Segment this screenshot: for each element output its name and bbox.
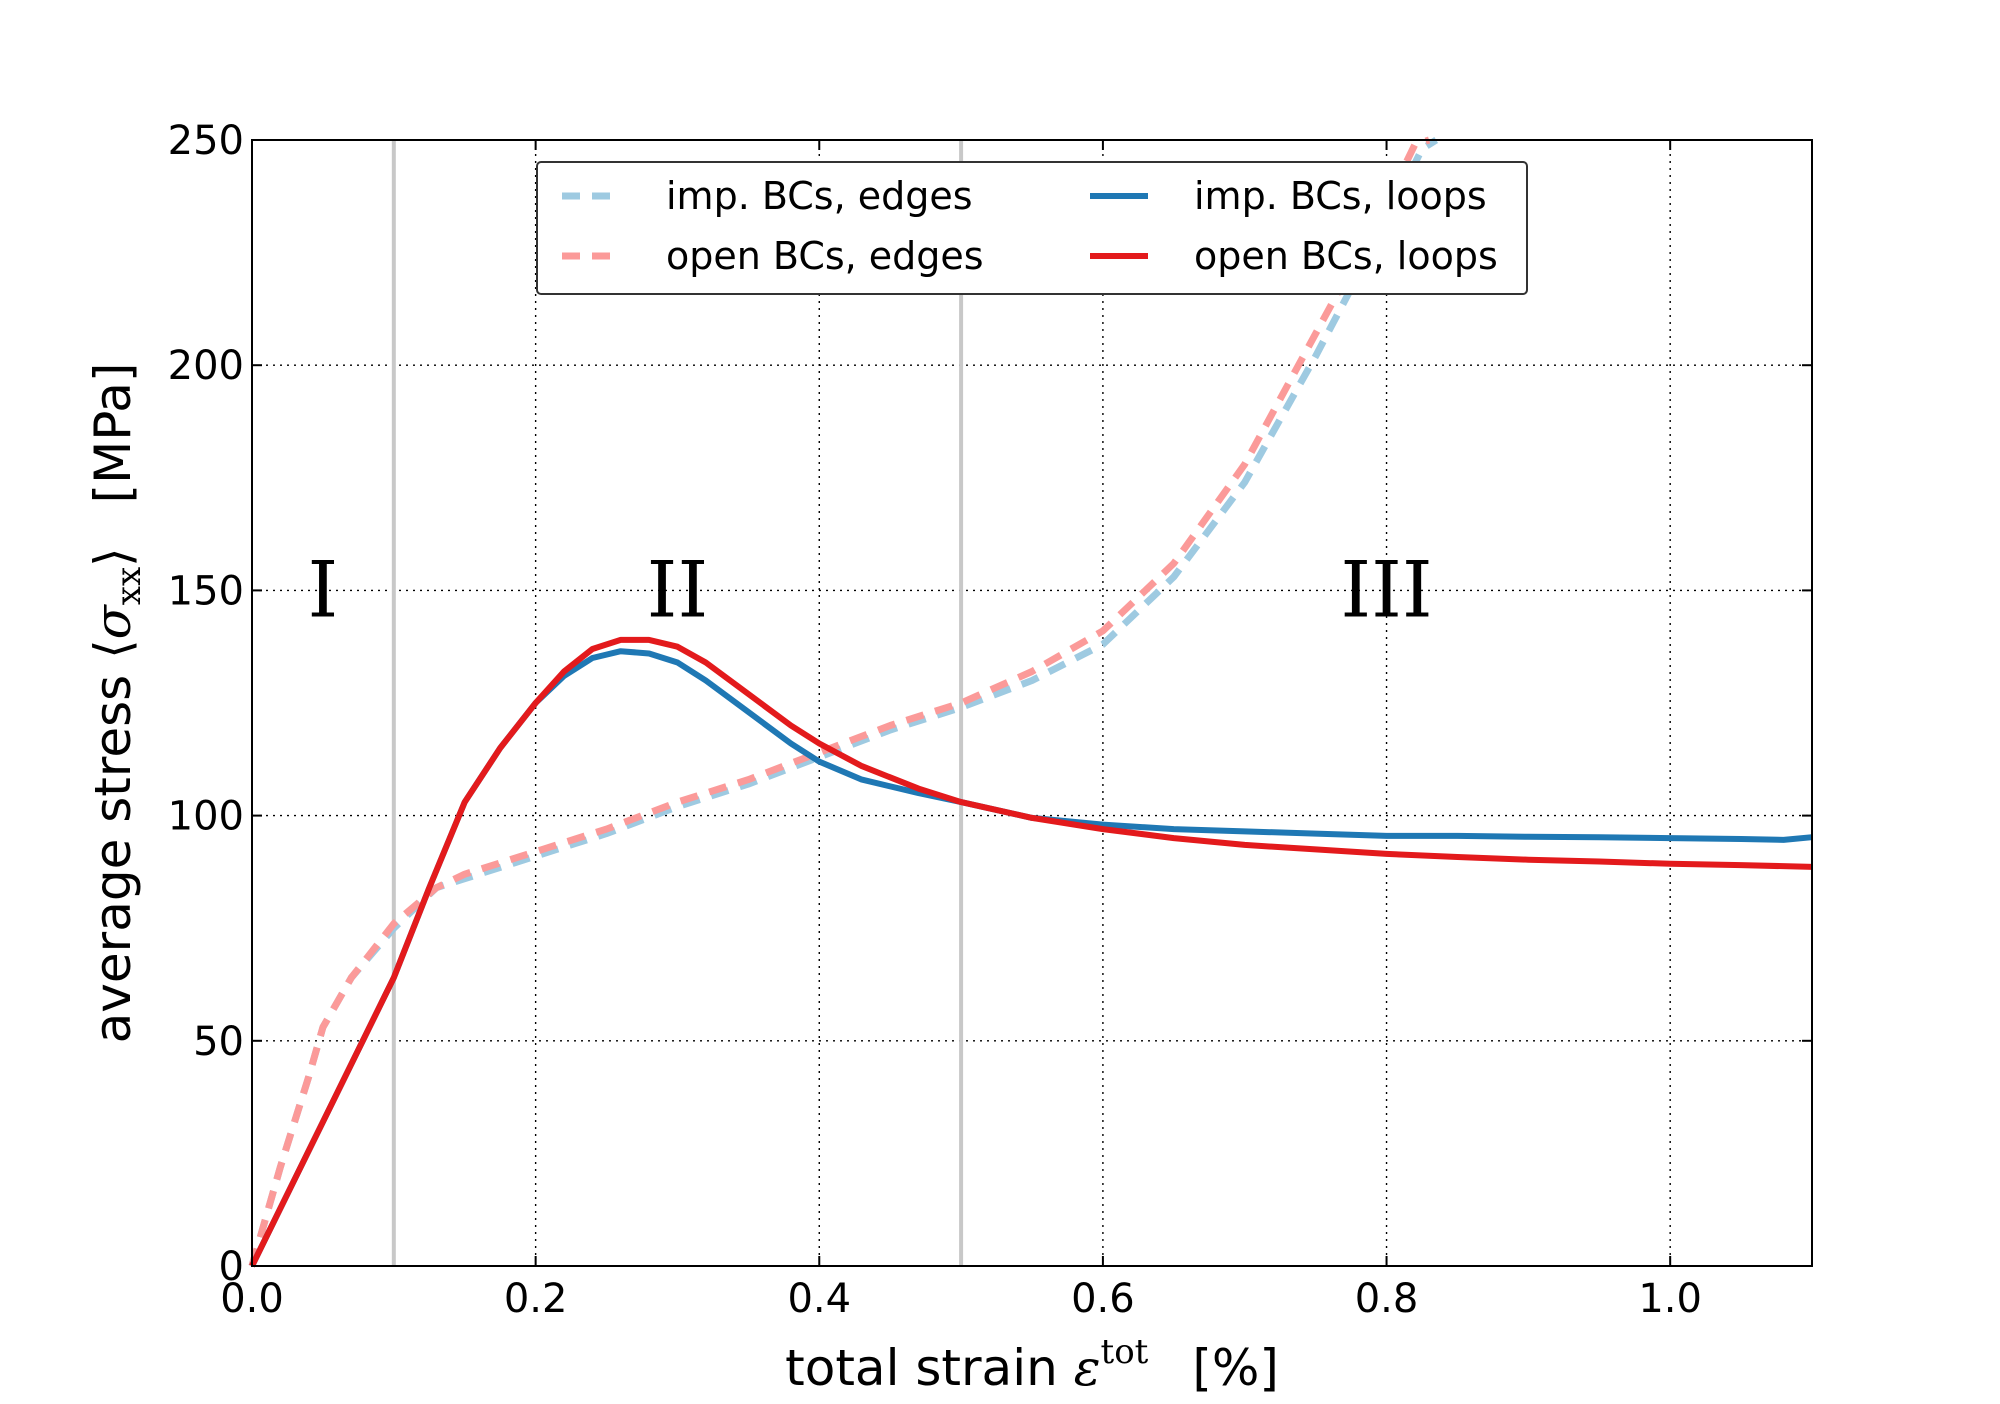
series-lines [248, 136, 1813, 1268]
x-tick-label: 1.0 [1638, 1276, 1702, 1322]
series-line-2 [248, 136, 1431, 1267]
x-tick-label: 0.6 [1071, 1276, 1135, 1322]
series-line-4 [249, 636, 1813, 1268]
grid [252, 140, 1812, 1266]
y-tick-label: 50 [193, 1019, 244, 1065]
y-axis-label-symbol: σ [84, 603, 142, 639]
y-tick-label: 250 [168, 118, 244, 164]
region-label-iii: III [1340, 545, 1432, 635]
x-tick-label: 0.2 [504, 1276, 568, 1322]
legend: imp. BCs, edges open BCs, edges imp. BCs, … [536, 161, 1528, 295]
x-axis-label-superscript: tot [1101, 1332, 1149, 1372]
x-tick-label: 0.8 [1355, 1276, 1419, 1322]
x-axis-label-symbol: ε [1074, 1339, 1101, 1397]
x-tick-label: 0.0 [220, 1276, 284, 1322]
region-labels: I II III [308, 545, 1433, 635]
y-tick-label: 0 [219, 1244, 244, 1290]
region-boundaries [391, 140, 964, 1266]
y-tick-label: 200 [168, 343, 244, 389]
y-axis-label: average stress ⟨σxx⟩ [MPa] [84, 363, 149, 1044]
region-label-i: I [308, 545, 339, 635]
ticks: 0.0 0.2 0.4 0.6 0.8 1.0 0 50 100 150 200 250 [168, 118, 1812, 1322]
region-label-ii: II [647, 545, 709, 635]
y-axis-label-unit: [MPa] [84, 363, 142, 504]
plot-area [252, 140, 1812, 1266]
legend-label-3: imp. BCs, loops [1194, 174, 1487, 218]
plot-frame [251, 139, 1813, 1267]
y-axis-label-subscript: xx [109, 567, 149, 605]
y-axis-label-text: average stress [84, 659, 142, 1043]
y-axis-label-open-bracket: ⟨ [84, 639, 142, 659]
legend-label-1: imp. BCs, edges [666, 174, 973, 218]
y-tick-label: 100 [168, 794, 244, 840]
x-tick-label: 0.4 [787, 1276, 851, 1322]
x-axis-label-unit: [%] [1192, 1339, 1279, 1397]
x-axis-label-text: total strain [785, 1339, 1074, 1397]
legend-label-4: open BCs, loops [1194, 234, 1498, 278]
legend-label-2: open BCs, edges [666, 234, 984, 278]
y-tick-label: 150 [168, 568, 244, 614]
x-axis-label: total strain εtot [%] [785, 1332, 1279, 1397]
y-axis-label-close-bracket: ⟩ [84, 547, 142, 567]
legend-box [536, 161, 1528, 295]
